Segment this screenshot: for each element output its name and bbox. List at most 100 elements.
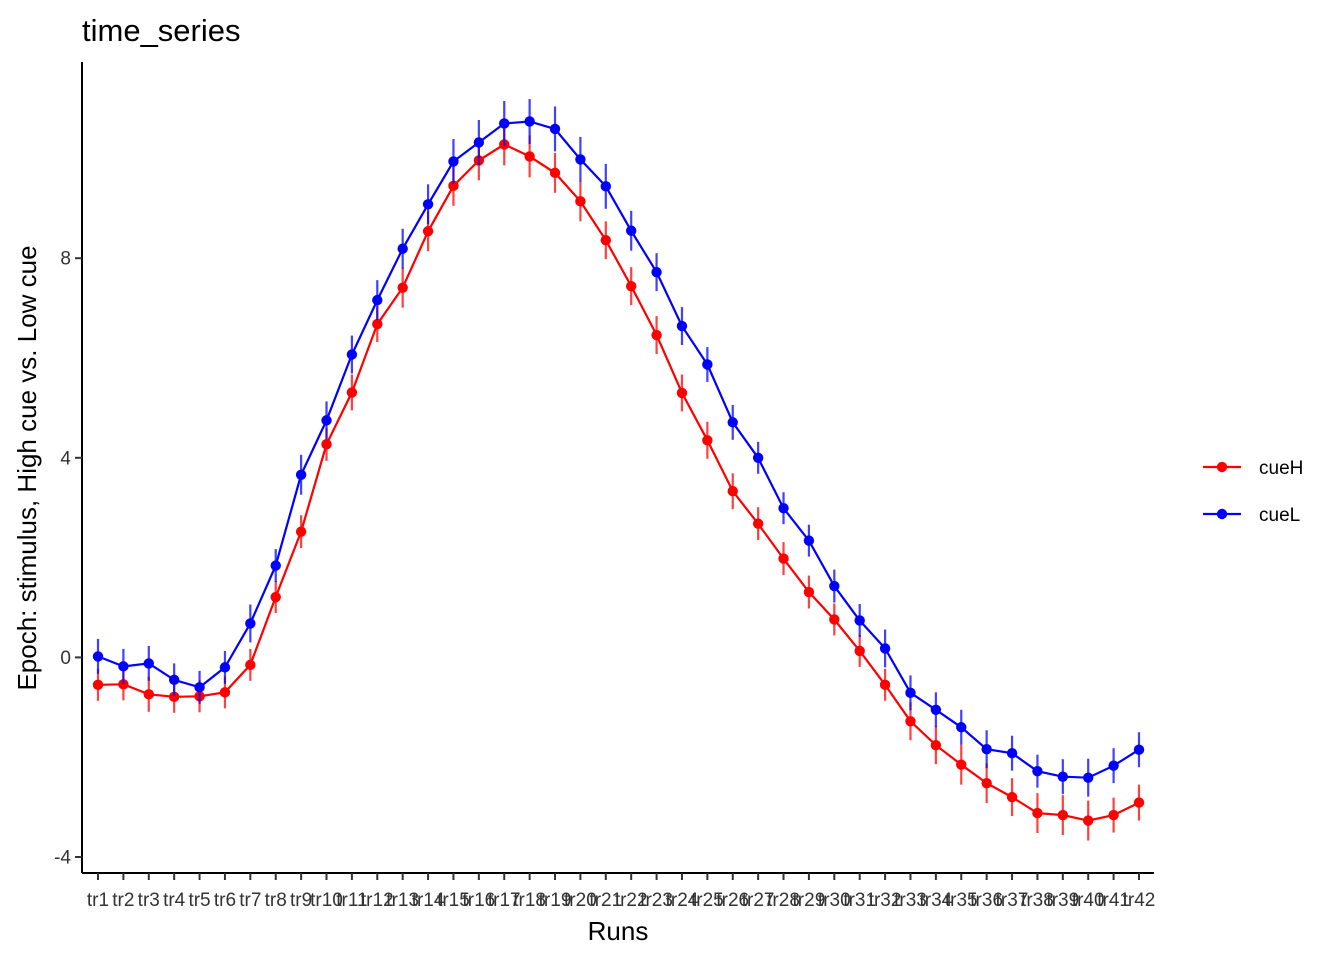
data-point xyxy=(625,225,637,236)
x-tick-label: tr11 xyxy=(336,890,367,911)
data-point xyxy=(1108,809,1119,821)
data-point xyxy=(575,154,586,165)
x-tick-label: tr17 xyxy=(488,890,521,911)
data-point xyxy=(168,691,180,703)
data-point xyxy=(346,387,358,398)
x-tick-label: tr37 xyxy=(996,890,1029,911)
chart-title: time_series xyxy=(82,13,241,48)
data-point xyxy=(930,704,942,715)
data-point xyxy=(829,580,840,592)
series-cueH xyxy=(92,123,1145,841)
legend: cueH cueL xyxy=(1203,458,1303,526)
data-point xyxy=(524,116,535,127)
series-line xyxy=(97,120,1140,779)
data-point xyxy=(346,349,358,360)
y-ticks: -4 0 4 8 xyxy=(54,249,82,869)
x-tick-label: tr3 xyxy=(138,890,160,911)
data-point xyxy=(1032,807,1043,819)
x-tick-label: tr21 xyxy=(589,890,622,911)
data-point xyxy=(448,156,459,167)
x-tick-label: tr30 xyxy=(818,890,851,911)
x-tick-label: tr19 xyxy=(539,890,572,911)
x-tick-label: tr26 xyxy=(716,890,749,911)
x-tick-label: tr1 xyxy=(87,890,109,911)
data-point xyxy=(92,679,104,691)
data-point xyxy=(219,662,231,673)
data-point xyxy=(448,180,459,192)
data-point xyxy=(295,469,307,480)
data-point xyxy=(854,615,865,626)
data-point xyxy=(499,118,510,129)
data-point xyxy=(1133,797,1145,808)
x-tick-label: tr28 xyxy=(767,890,800,911)
data-point xyxy=(803,535,815,546)
data-point xyxy=(702,435,713,446)
data-point xyxy=(1006,791,1018,803)
x-tick-label: tr32 xyxy=(869,890,902,911)
x-ticks: tr1 tr2 tr3 tr4 tr5 tr6 tr7 tr8 tr9tr10tr11tr12t… xyxy=(87,873,1155,911)
legend-item-cueH: cueH xyxy=(1203,458,1303,479)
data-point xyxy=(270,560,281,571)
data-point xyxy=(600,181,611,192)
x-tick-label: tr40 xyxy=(1072,890,1105,911)
data-point xyxy=(956,759,967,770)
data-point xyxy=(219,687,231,698)
data-point xyxy=(651,266,662,278)
data-point xyxy=(905,687,916,699)
data-point xyxy=(118,679,129,690)
data-point xyxy=(752,452,764,463)
data-point xyxy=(1133,744,1145,755)
legend-label: cueL xyxy=(1259,505,1300,526)
data-point xyxy=(600,235,611,246)
data-point xyxy=(194,682,205,693)
x-tick-label: tr10 xyxy=(310,890,343,911)
x-tick-label: tr42 xyxy=(1123,890,1156,911)
x-tick-label: tr6 xyxy=(214,890,236,911)
data-point xyxy=(1006,748,1018,759)
x-tick-label: tr25 xyxy=(691,890,724,911)
data-point xyxy=(245,659,256,671)
data-point xyxy=(321,415,332,426)
data-point xyxy=(524,151,535,162)
data-point xyxy=(930,740,942,751)
x-tick-label: tr38 xyxy=(1021,890,1054,911)
series-layer xyxy=(92,99,1145,841)
data-point xyxy=(397,243,408,254)
data-point xyxy=(879,679,891,691)
x-tick-label: tr29 xyxy=(793,890,826,911)
legend-label: cueH xyxy=(1259,458,1303,479)
data-point xyxy=(270,591,281,603)
x-tick-label: tr4 xyxy=(163,890,186,911)
data-point xyxy=(143,689,154,700)
x-tick-label: tr36 xyxy=(970,890,1003,911)
data-point xyxy=(956,722,967,733)
data-point xyxy=(473,137,485,148)
x-axis-label: Runs xyxy=(588,916,649,946)
data-point xyxy=(625,280,637,292)
x-tick-label: tr15 xyxy=(437,890,470,911)
data-point xyxy=(1083,772,1094,783)
series-cueL xyxy=(92,99,1145,797)
x-tick-label: tr27 xyxy=(742,890,775,911)
data-point xyxy=(905,716,916,727)
data-point xyxy=(549,123,561,135)
data-point xyxy=(981,777,992,789)
y-tick-label: 8 xyxy=(60,249,71,270)
data-point xyxy=(422,199,434,210)
data-point xyxy=(778,553,789,564)
x-tick-label: tr39 xyxy=(1046,890,1079,911)
data-point xyxy=(854,645,865,657)
data-point xyxy=(397,282,408,293)
data-point xyxy=(295,526,307,537)
data-point xyxy=(1108,760,1119,771)
y-axis-label: Epoch: stimulus, High cue vs. Low cue xyxy=(12,245,42,690)
series-line xyxy=(97,143,1140,822)
x-tick-label: tr24 xyxy=(666,890,699,911)
legend-swatch-point xyxy=(1216,508,1228,520)
x-tick-label: tr8 xyxy=(265,890,287,911)
data-point xyxy=(422,226,434,237)
x-tick-label: tr34 xyxy=(919,890,952,911)
data-point xyxy=(752,518,764,529)
data-point xyxy=(702,359,713,370)
